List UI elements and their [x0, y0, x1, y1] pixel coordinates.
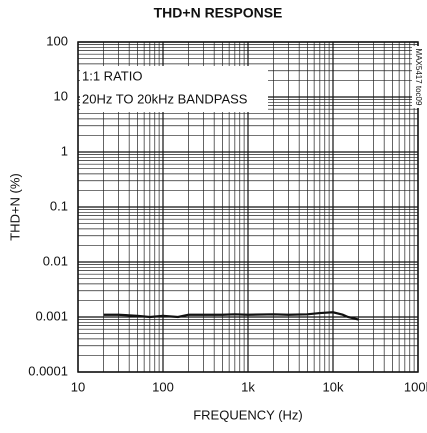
y-axis-label: THD+N (%)	[7, 173, 22, 241]
x-tick-label: 100	[152, 379, 174, 394]
y-tick-label: 0.0001	[28, 363, 68, 378]
annotation: 1:1 RATIO	[82, 68, 142, 83]
figure-id-box	[412, 46, 424, 108]
y-tick-label: 0.001	[35, 308, 68, 323]
y-tick-label: 1	[61, 143, 68, 158]
plot-frame	[77, 41, 419, 373]
y-tick-label: 100	[46, 33, 68, 48]
line	[103, 311, 359, 321]
y-tick-label: 0.01	[43, 253, 68, 268]
annotation-box	[80, 66, 268, 112]
annotation: 20Hz TO 20kHz BANDPASS	[82, 91, 248, 106]
y-tick-label: 0.1	[50, 198, 68, 213]
x-axis-label: FREQUENCY (Hz)	[193, 407, 303, 422]
y-tick-label: 10	[54, 88, 68, 103]
x-tick-label: 10k	[323, 379, 344, 394]
x-tick-label: 10	[71, 379, 85, 394]
x-tick-label: 100k	[404, 379, 427, 394]
chart-title: THD+N RESPONSE	[154, 5, 283, 21]
x-tick-label: 1k	[241, 379, 255, 394]
figure-id: MAX5417 toc09	[414, 49, 423, 106]
